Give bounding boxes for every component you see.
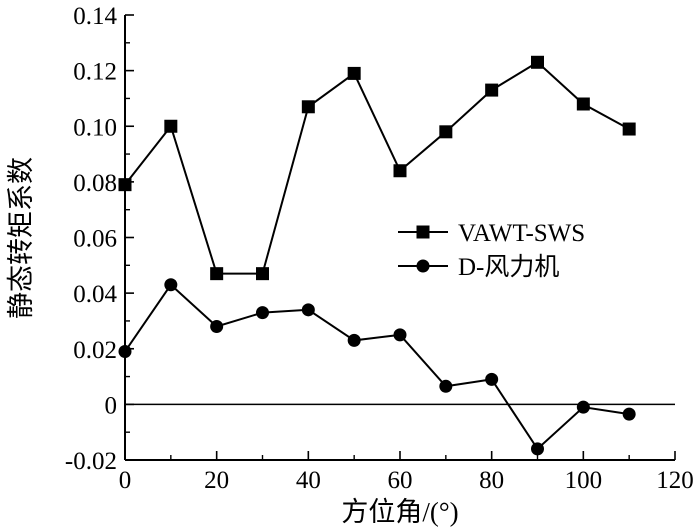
circle-marker [576, 400, 590, 414]
legend-circle-marker [416, 259, 430, 273]
square-marker [301, 100, 315, 114]
square-marker [622, 122, 636, 136]
legend-square-marker [416, 225, 430, 239]
x-tick-label: 40 [296, 467, 321, 494]
legend-entry: VAWT-SWS [398, 220, 585, 247]
x-tick-label: 100 [565, 467, 603, 494]
y-tick-label: 0.06 [73, 226, 117, 253]
y-tick-label: 0.14 [73, 3, 117, 30]
series-line [124, 61, 630, 275]
square-marker [210, 267, 224, 281]
circle-marker [210, 320, 224, 333]
square-marker [576, 97, 590, 111]
y-tick-label: 0.10 [73, 114, 117, 141]
series-line [124, 283, 630, 451]
circle-marker [439, 379, 453, 393]
circle-marker [164, 278, 178, 292]
series-plot-area [118, 55, 636, 456]
circle-marker [347, 333, 361, 347]
y-tick-label: 0.12 [73, 59, 117, 86]
x-tick-label: 0 [119, 467, 132, 494]
legend-entry: D-风力机 [398, 253, 559, 281]
square-marker [256, 267, 269, 281]
square-marker [393, 164, 407, 178]
square-marker [164, 119, 178, 133]
x-axis-label: 方位角/(°) [341, 497, 458, 527]
series-1 [118, 55, 636, 281]
square-marker [347, 66, 361, 80]
circle-marker [256, 306, 269, 320]
circle-marker [301, 303, 315, 317]
series-2 [118, 278, 636, 456]
y-axis-label: 静态转矩系数 [6, 157, 36, 319]
y-tick-label: 0.08 [73, 170, 117, 197]
x-tick-label: 80 [479, 467, 504, 494]
y-tick-label: 0.04 [73, 281, 117, 308]
y-tick-label: -0.02 [65, 448, 117, 475]
y-tick-label: 0.02 [73, 337, 117, 364]
legend-label: D-风力机 [458, 253, 559, 281]
x-tick-label: 60 [388, 467, 413, 494]
x-tick-label: 120 [656, 467, 694, 494]
circle-marker [485, 372, 499, 386]
x-tick-label: 20 [204, 467, 229, 494]
circle-marker [393, 328, 407, 342]
circle-marker [531, 442, 544, 456]
square-marker [118, 178, 132, 192]
legend-label: VAWT-SWS [458, 220, 585, 247]
circle-marker [622, 407, 636, 421]
y-tick-label: 0 [105, 392, 118, 419]
circle-marker [118, 345, 132, 359]
square-marker [531, 55, 544, 69]
axes [124, 15, 675, 461]
square-marker [485, 83, 499, 97]
legend: VAWT-SWS D-风力机 [398, 220, 585, 281]
square-marker [439, 125, 453, 139]
